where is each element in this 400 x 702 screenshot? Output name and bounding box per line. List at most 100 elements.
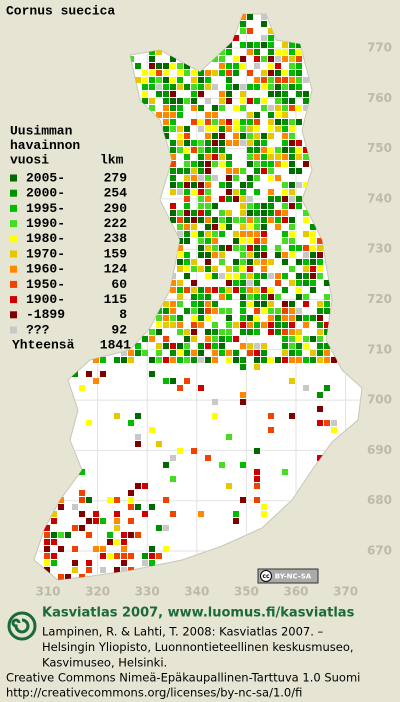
occurrence-square [114,413,120,419]
occurrence-square [275,245,281,251]
occurrence-square [205,77,211,83]
occurrence-square [254,119,260,125]
occurrence-square [72,525,78,531]
occurrence-square [268,189,274,195]
occurrence-square [317,266,323,272]
occurrence-square [170,147,176,153]
occurrence-square [268,147,274,153]
occurrence-square [275,154,281,160]
occurrence-square [247,315,253,321]
occurrence-square [289,196,295,202]
occurrence-square [317,406,323,412]
occurrence-square [282,84,288,90]
occurrence-square [219,98,225,104]
occurrence-square [184,133,190,139]
occurrence-square [310,350,316,356]
occurrence-square [317,308,323,314]
occurrence-square [282,322,288,328]
occurrence-square [268,112,274,118]
occurrence-square [191,217,197,223]
occurrence-square [275,196,281,202]
occurrence-square [254,203,260,209]
occurrence-square [219,336,225,342]
northing-label: 740 [367,191,392,205]
occurrence-square [198,140,204,146]
occurrence-square [247,133,253,139]
occurrence-square [317,420,323,426]
northing-label: 690 [367,443,392,457]
occurrence-square [289,336,295,342]
occurrence-square [170,98,176,104]
northing-label: 710 [367,342,392,356]
occurrence-square [79,490,85,496]
occurrence-square [177,350,183,356]
occurrence-square [240,210,246,216]
occurrence-square [254,147,260,153]
occurrence-square [170,189,176,195]
occurrence-square [317,252,323,258]
occurrence-square [198,217,204,223]
occurrence-square [268,63,274,69]
occurrence-square [135,77,141,83]
occurrence-square [233,35,239,41]
occurrence-square [198,126,204,132]
occurrence-square [72,567,78,573]
occurrence-square [163,546,169,552]
occurrence-square [212,119,218,125]
occurrence-square [135,504,141,510]
occurrence-square [289,413,295,419]
occurrence-square [205,455,211,461]
occurrence-square [191,189,197,195]
occurrence-square [268,77,274,83]
occurrence-square [170,105,176,111]
northing-label: 770 [367,41,392,55]
occurrence-square [51,532,57,538]
occurrence-square [317,343,323,349]
occurrence-square [128,357,134,363]
occurrence-square [86,560,92,566]
occurrence-square [135,413,141,419]
occurrence-square [170,126,176,132]
occurrence-square [226,91,232,97]
occurrence-square [240,294,246,300]
occurrence-square [205,287,211,293]
occurrence-square [247,231,253,237]
occurrence-square [170,287,176,293]
occurrence-square [121,553,127,559]
occurrence-square [114,511,120,517]
occurrence-square [163,462,169,468]
citation-line: Helsingin Yliopisto, Luonnontieteellinen… [42,640,354,654]
occurrence-square [149,560,155,566]
occurrence-square [163,77,169,83]
occurrence-square [219,91,225,97]
occurrence-square [86,420,92,426]
occurrence-square [51,539,57,545]
occurrence-square [177,231,183,237]
occurrence-square [289,119,295,125]
headline[interactable]: Kasviatlas 2007, www.luomus.fi/kasviatla… [42,606,355,621]
occurrence-square [317,329,323,335]
occurrence-square [331,357,337,363]
occurrence-square [240,14,246,20]
occurrence-square [247,42,253,48]
occurrence-square [317,336,323,342]
occurrence-square [303,245,309,251]
legend-period: 1970- [26,246,65,261]
occurrence-square [198,147,204,153]
occurrence-square [310,224,316,230]
occurrence-square [191,84,197,90]
occurrence-square [282,140,288,146]
occurrence-square [275,105,281,111]
occurrence-square [191,448,197,454]
occurrence-square [268,105,274,111]
occurrence-square [268,126,274,132]
occurrence-square [289,126,295,132]
license-badge[interactable]: cc BY-NC-SA [257,568,319,584]
occurrence-square [240,364,246,370]
occurrence-square [212,147,218,153]
occurrence-square [296,70,302,76]
occurrence-square [282,105,288,111]
occurrence-square [247,112,253,118]
occurrence-square [261,147,267,153]
occurrence-square [240,252,246,258]
